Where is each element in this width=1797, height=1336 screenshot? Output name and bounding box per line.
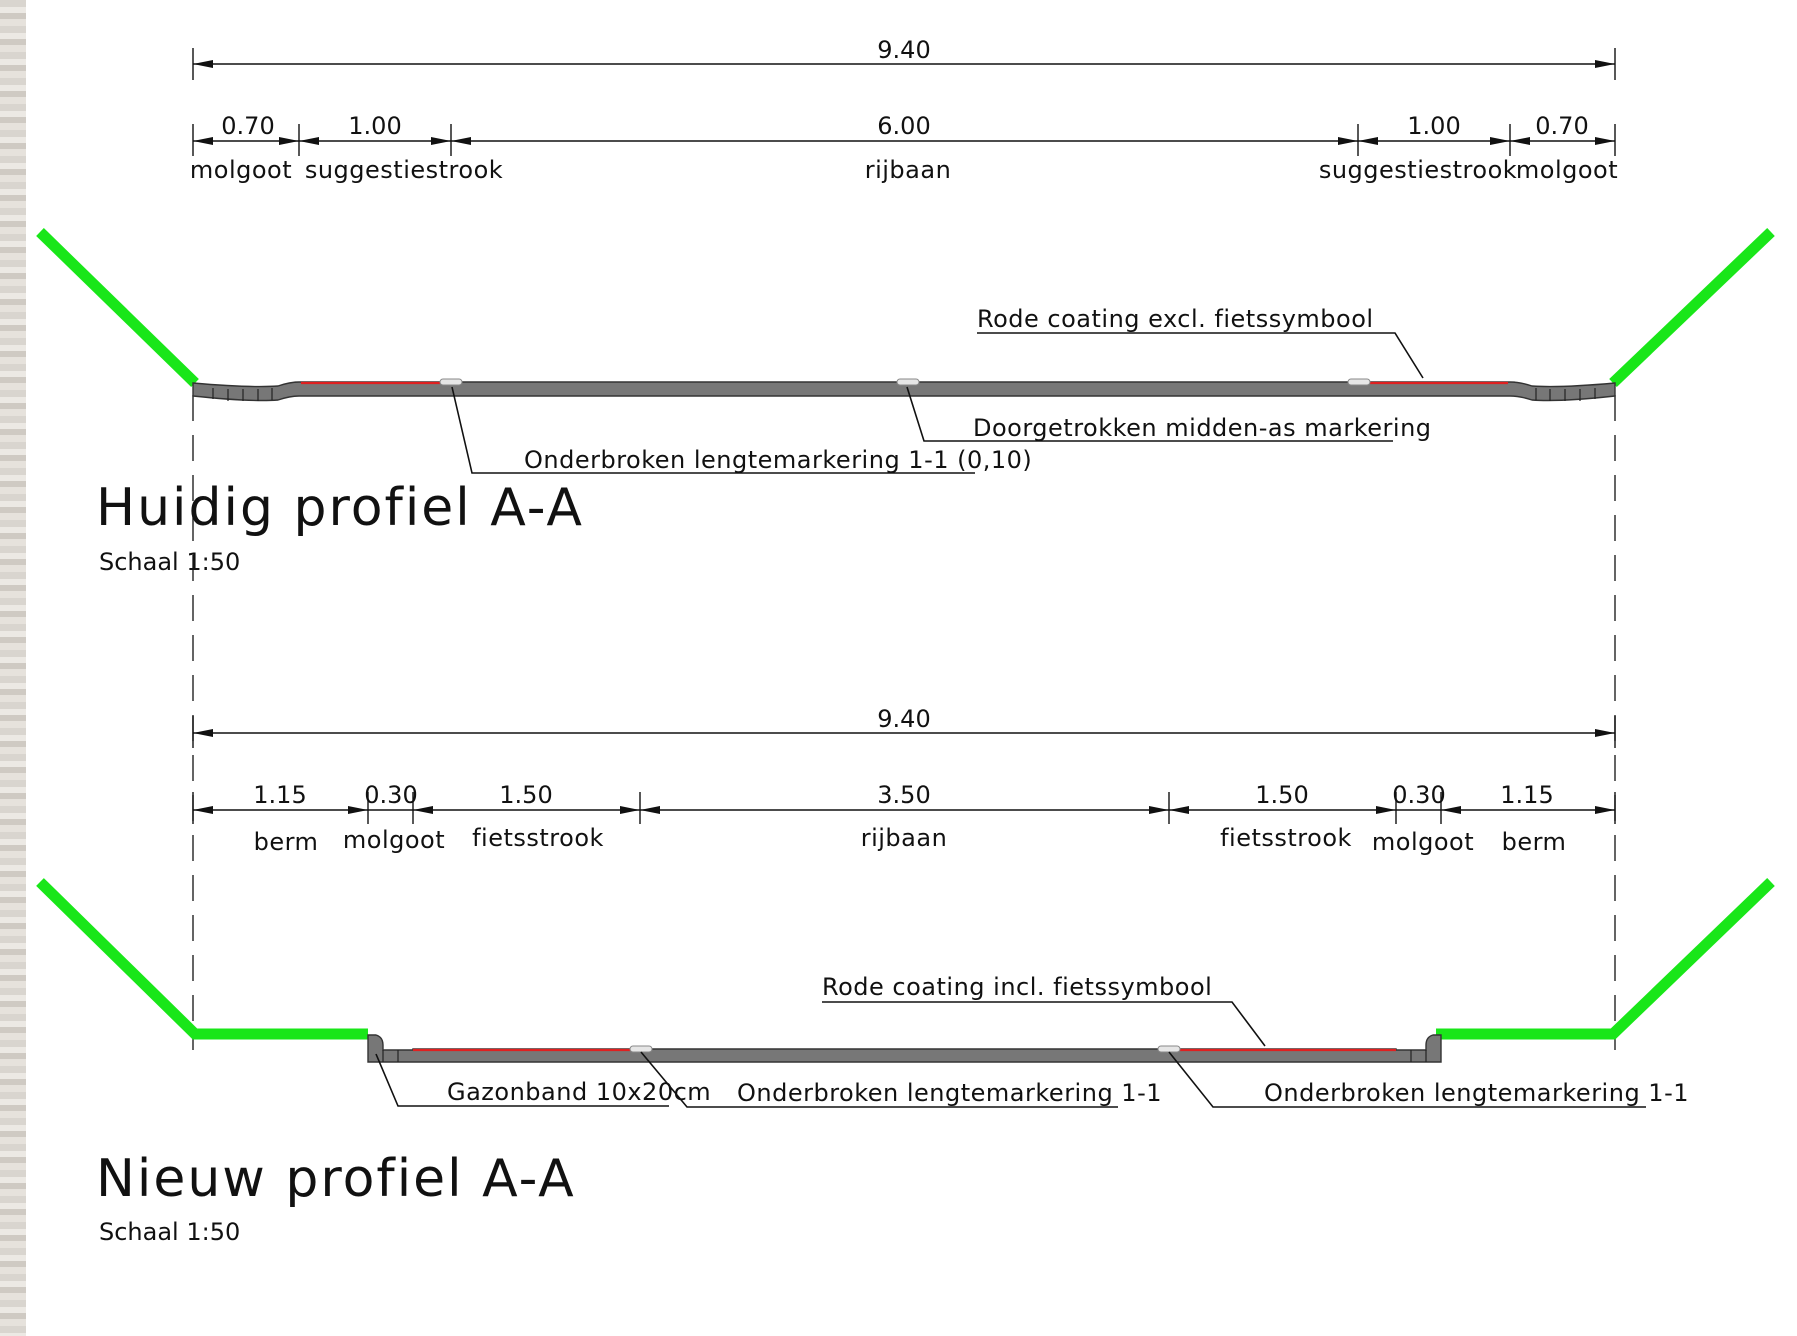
- segment-label: berm: [254, 828, 319, 856]
- current-road-section: [192, 378, 1616, 402]
- segment-label: molgoot: [343, 826, 445, 854]
- note-curb: Gazonband 10x20cm: [447, 1078, 711, 1106]
- dim-value: 6.00: [877, 112, 930, 140]
- dim-value: 0.30: [364, 781, 417, 809]
- grass-slope-left: [36, 228, 199, 387]
- paper-edge: [0, 0, 26, 1336]
- segment-label: fietsstrook: [472, 824, 604, 852]
- current-total-dimension: 9.40: [192, 36, 1616, 80]
- dim-value: 1.00: [1407, 112, 1460, 140]
- segment-label: rijbaan: [865, 156, 952, 184]
- center-marking: [896, 378, 920, 386]
- note-red-coating: Rode coating excl. fietssymbool: [977, 305, 1374, 333]
- dim-value: 0.30: [1392, 781, 1445, 809]
- segment-label: suggestiestrook: [1319, 156, 1517, 184]
- dim-value: 3.50: [877, 781, 930, 809]
- dim-value: 0.70: [1535, 112, 1588, 140]
- dim-value: 1.15: [253, 781, 306, 809]
- edge-marking-right: [1347, 378, 1371, 386]
- new-road-section: [367, 1034, 1442, 1063]
- current-profile-title: Huidig profiel A-A: [96, 478, 584, 538]
- segment-label: molgoot: [1516, 156, 1618, 184]
- current-profile-scale: Schaal 1:50: [99, 548, 240, 576]
- segment-label: berm: [1502, 828, 1567, 856]
- edge-marking-right: [1157, 1045, 1181, 1053]
- note-red-coating: Rode coating incl. fietssymbool: [822, 973, 1212, 1001]
- segment-label: fietsstrook: [1220, 824, 1352, 852]
- new-profile: 9.40 1.15 0.30 1.50 3.50 1.50 0.30 1.15: [36, 705, 1775, 1246]
- current-total-width: 9.40: [877, 36, 930, 64]
- segment-label: molgoot: [1372, 828, 1474, 856]
- edge-marking-left: [439, 378, 463, 386]
- note-center-marking: Doorgetrokken midden-as markering: [973, 414, 1432, 442]
- note-edge-marking: Onderbroken lengtemarkering 1-1 (0,10): [524, 446, 1032, 474]
- new-dimension-chain: 1.15 0.30 1.50 3.50 1.50 0.30 1.15 berm …: [192, 781, 1616, 856]
- note-edge-marking-right: Onderbroken lengtemarkering 1-1: [1264, 1079, 1689, 1107]
- dim-value: 1.00: [348, 112, 401, 140]
- segment-label: rijbaan: [861, 824, 948, 852]
- new-total-width: 9.40: [877, 705, 930, 733]
- note-edge-marking-left: Onderbroken lengtemarkering 1-1: [737, 1079, 1162, 1107]
- dim-value: 0.70: [221, 112, 274, 140]
- new-annotations: Rode coating incl. fietssymbool Gazonban…: [375, 973, 1689, 1108]
- segment-label: molgoot: [190, 156, 292, 184]
- dim-value: 1.50: [499, 781, 552, 809]
- dim-value: 1.15: [1500, 781, 1553, 809]
- current-dimension-chain: 0.70 1.00 6.00 1.00 0.70 molgoot suggest…: [190, 112, 1618, 184]
- grass-berm-left: [36, 878, 368, 1040]
- current-annotations: Rode coating excl. fietssymbool Doorgetr…: [451, 305, 1432, 474]
- dim-value: 1.50: [1255, 781, 1308, 809]
- edge-marking-left: [629, 1045, 653, 1053]
- current-profile: 9.40 0.70 1.00 6.00 1.00 0.70 molgoot su…: [36, 36, 1775, 576]
- segment-label: suggestiestrook: [305, 156, 503, 184]
- grass-berm-right: [1436, 878, 1775, 1040]
- new-total-dimension: 9.40: [192, 705, 1616, 748]
- new-profile-title: Nieuw profiel A-A: [96, 1149, 576, 1209]
- new-profile-scale: Schaal 1:50: [99, 1218, 240, 1246]
- grass-slope-right: [1609, 228, 1775, 387]
